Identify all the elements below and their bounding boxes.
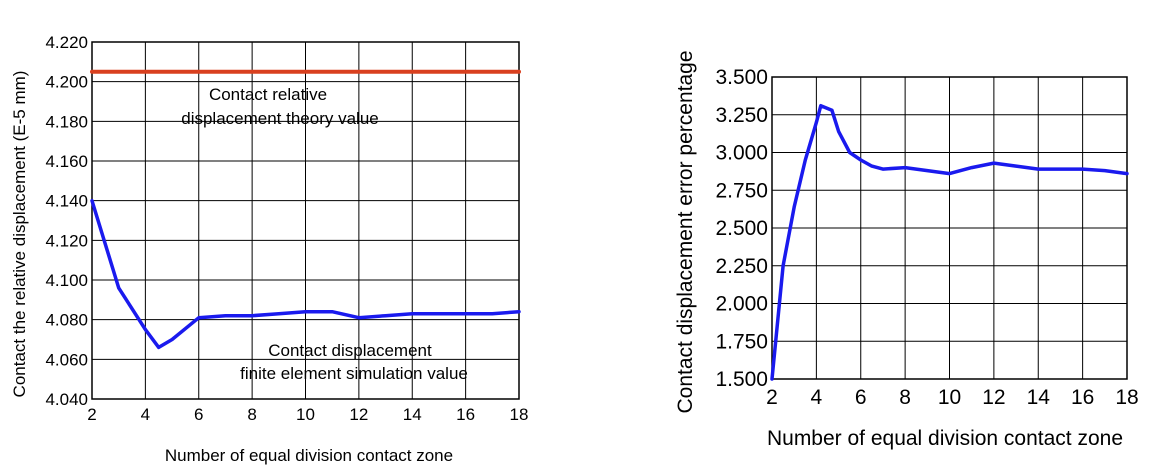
left-y-tick-label: 4.220 [45,33,88,52]
left-y-tick-label: 4.100 [45,271,88,290]
left-x-tick-label: 18 [510,405,529,424]
left-grid [91,41,520,400]
right-x-tick-label: 8 [899,386,911,409]
left-x-tick-labels: 2 4 6 8 10 12 14 16 18 [87,405,528,424]
left-x-axis-label: Number of equal division contact zone [165,446,453,465]
right-plot-frame [771,76,1128,380]
right-grid [771,76,1128,380]
left-x-tick-label: 16 [456,405,475,424]
right-y-tick-label: 2.750 [715,179,768,202]
right-y-tick-label: 3.500 [715,66,768,89]
left-y-tick-label: 4.080 [45,311,88,330]
simulation-annotation-line1: Contact displacement [268,341,432,360]
right-y-tick-label: 2.500 [715,217,768,240]
right-x-tick-label: 6 [855,386,867,409]
relative-displacement-chart: 4.040 4.060 4.080 4.100 4.120 4.140 4.160 4.180… [10,33,528,465]
theory-annotation-line2: displacement theory value [181,109,379,128]
right-y-tick-label: 2.000 [715,293,768,316]
left-x-tick-label: 10 [296,405,315,424]
right-x-tick-label: 12 [982,386,1005,409]
right-x-tick-label: 4 [811,386,823,409]
left-y-tick-label: 4.120 [45,231,88,250]
right-y-tick-label: 2.250 [715,255,768,278]
left-y-tick-label: 4.140 [45,192,88,211]
left-y-tick-label: 4.180 [45,112,88,131]
left-series [90,69,521,350]
right-x-tick-label: 2 [766,386,778,409]
right-y-tick-labels: 1.500 1.750 2.000 2.250 2.500 2.750 3.000 3.250… [715,66,768,391]
right-y-axis-label: Contact displacement error percentage [674,50,697,413]
simulation-series-line [90,198,521,350]
left-y-tick-label: 4.160 [45,152,88,171]
right-y-tick-label: 1.500 [715,368,768,391]
left-y-tick-label: 4.040 [45,390,88,409]
right-x-tick-label: 18 [1115,386,1138,409]
left-x-tick-label: 4 [141,405,150,424]
left-x-tick-label: 8 [247,405,256,424]
error-series-line [770,103,1129,381]
right-y-tick-label: 1.750 [715,330,768,353]
left-plot-frame [91,41,520,400]
right-x-tick-label: 14 [1027,386,1051,409]
left-x-tick-label: 6 [194,405,203,424]
left-y-tick-labels: 4.040 4.060 4.080 4.100 4.120 4.140 4.160 4.180… [45,33,88,409]
right-series [770,103,1129,381]
left-x-tick-label: 2 [87,405,96,424]
simulation-annotation-line2: finite element simulation value [240,364,468,383]
error-percentage-chart: 1.500 1.750 2.000 2.250 2.500 2.750 3.000 3.250… [674,50,1139,450]
right-x-tick-label: 10 [938,386,961,409]
right-x-tick-label: 16 [1071,386,1094,409]
right-x-tick-labels: 2 4 6 8 10 12 14 16 18 [766,386,1139,409]
left-y-axis-label: Contact the relative displacement (E-5 m… [10,71,29,398]
right-y-tick-label: 3.000 [715,142,768,165]
right-x-axis-label: Number of equal division contact zone [767,427,1123,450]
left-x-tick-label: 14 [403,405,422,424]
theory-annotation-line1: Contact relative [209,85,327,104]
left-y-tick-label: 4.060 [45,350,88,369]
left-x-tick-label: 12 [349,405,368,424]
left-y-tick-label: 4.200 [45,73,88,92]
right-y-tick-label: 3.250 [715,104,768,127]
